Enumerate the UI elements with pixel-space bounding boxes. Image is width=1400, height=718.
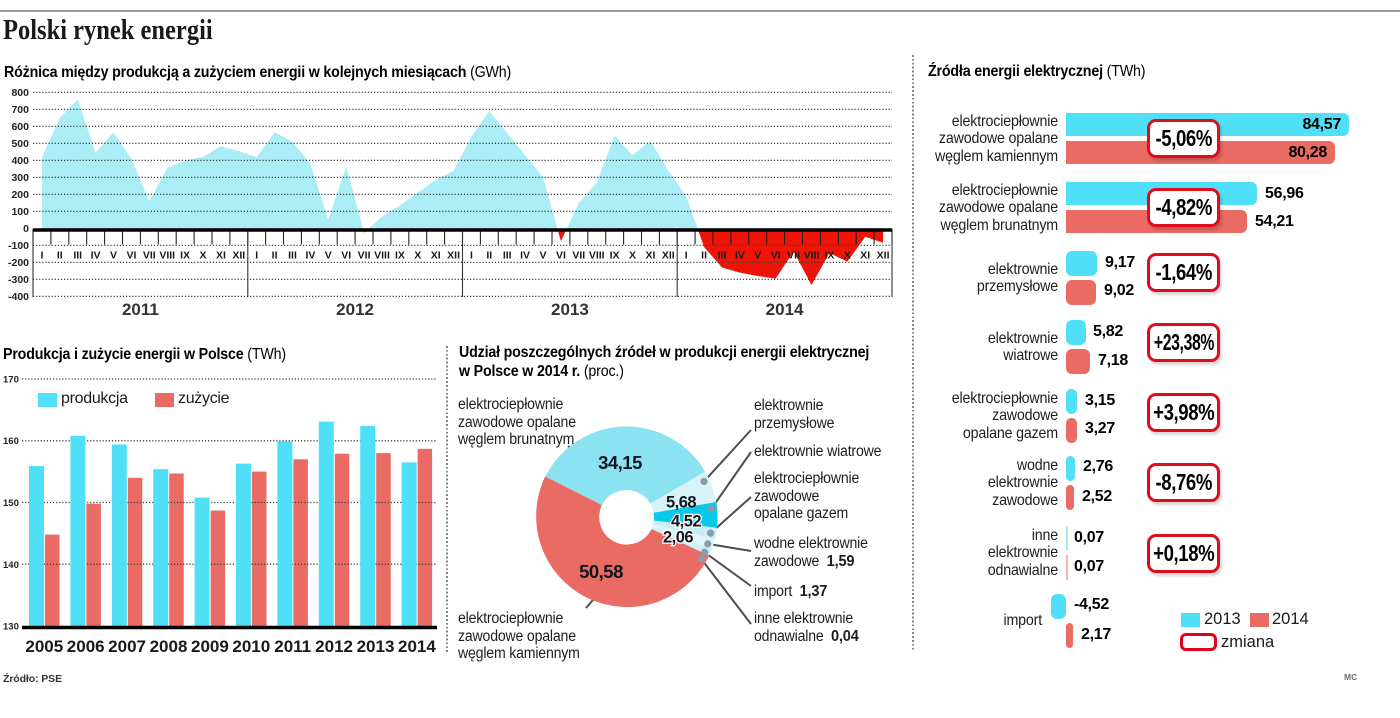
svg-text:IV: IV [735, 250, 745, 262]
svg-text:-400: -400 [8, 291, 29, 303]
svg-text:2008: 2008 [150, 637, 188, 656]
svg-text:2012: 2012 [336, 300, 374, 319]
svg-text:100: 100 [11, 206, 29, 218]
svg-text:2011: 2011 [122, 300, 159, 319]
svg-text:2009: 2009 [191, 637, 229, 656]
svg-text:34,15: 34,15 [598, 452, 642, 473]
svg-text:I: I [470, 250, 473, 262]
svg-text:VI: VI [126, 250, 136, 262]
svg-text:VI: VI [341, 250, 351, 262]
svg-text:2010: 2010 [232, 637, 270, 656]
svg-text:V: V [754, 250, 761, 262]
svg-text:VIII: VIII [159, 250, 175, 262]
svg-text:XII: XII [447, 250, 460, 262]
svg-text:IV: IV [305, 250, 315, 262]
svg-text:III: III [718, 250, 727, 262]
svg-text:500: 500 [11, 138, 29, 150]
svg-text:X: X [629, 250, 636, 262]
svg-text:XII: XII [877, 250, 890, 262]
svg-text:VII: VII [143, 250, 156, 262]
svg-text:XI: XI [860, 250, 870, 262]
svg-text:I: I [40, 250, 43, 262]
svg-text:XII: XII [232, 250, 245, 262]
svg-text:VI: VI [771, 250, 781, 262]
svg-text:200: 200 [11, 189, 29, 201]
svg-text:2011: 2011 [274, 637, 311, 656]
svg-text:IX: IX [824, 250, 834, 262]
svg-text:400: 400 [11, 155, 29, 167]
svg-text:600: 600 [11, 121, 29, 133]
svg-text:VII: VII [787, 250, 800, 262]
svg-text:IX: IX [180, 250, 190, 262]
svg-text:4,52: 4,52 [671, 513, 701, 531]
svg-text:50,58: 50,58 [579, 561, 623, 582]
svg-text:VIII: VIII [374, 250, 390, 262]
svg-text:VII: VII [358, 250, 371, 262]
svg-text:III: III [503, 250, 512, 262]
svg-text:III: III [73, 250, 82, 262]
svg-text:II: II [272, 250, 278, 262]
svg-text:2007: 2007 [108, 637, 146, 656]
svg-text:III: III [288, 250, 297, 262]
svg-text:300: 300 [11, 172, 29, 184]
svg-text:I: I [255, 250, 258, 262]
svg-text:VI: VI [556, 250, 566, 262]
svg-text:170: 170 [3, 375, 19, 386]
svg-text:X: X [199, 250, 206, 262]
svg-text:IX: IX [395, 250, 405, 262]
svg-text:0: 0 [23, 223, 29, 235]
svg-text:II: II [57, 250, 63, 262]
svg-text:II: II [486, 250, 492, 262]
svg-text:140: 140 [3, 560, 19, 571]
svg-text:V: V [325, 250, 332, 262]
svg-text:V: V [539, 250, 546, 262]
svg-text:700: 700 [11, 104, 29, 116]
svg-text:150: 150 [3, 498, 19, 509]
svg-text:VIII: VIII [804, 250, 820, 262]
svg-text:130: 130 [3, 622, 19, 633]
svg-text:IV: IV [520, 250, 530, 262]
svg-text:2014: 2014 [766, 300, 804, 319]
svg-text:VII: VII [572, 250, 585, 262]
svg-text:800: 800 [11, 87, 29, 99]
svg-text:XII: XII [662, 250, 675, 262]
svg-text:2014: 2014 [398, 637, 436, 656]
svg-text:X: X [844, 250, 851, 262]
svg-text:V: V [110, 250, 117, 262]
svg-text:XI: XI [431, 250, 441, 262]
svg-text:XI: XI [216, 250, 226, 262]
svg-text:X: X [414, 250, 421, 262]
svg-text:IV: IV [91, 250, 101, 262]
svg-text:2012: 2012 [315, 637, 353, 656]
svg-text:2013: 2013 [551, 300, 589, 319]
svg-text:160: 160 [3, 436, 19, 447]
svg-text:5,68: 5,68 [666, 494, 696, 512]
svg-text:-200: -200 [8, 257, 29, 269]
svg-text:-100: -100 [8, 240, 29, 252]
svg-text:2006: 2006 [67, 637, 105, 656]
svg-text:2005: 2005 [25, 637, 63, 656]
svg-text:-300: -300 [8, 274, 29, 286]
svg-text:2,06: 2,06 [663, 529, 693, 547]
svg-text:II: II [701, 250, 707, 262]
svg-text:XI: XI [645, 250, 655, 262]
svg-text:VIII: VIII [589, 250, 605, 262]
svg-text:I: I [685, 250, 688, 262]
svg-text:IX: IX [610, 250, 620, 262]
svg-text:2013: 2013 [357, 637, 395, 656]
